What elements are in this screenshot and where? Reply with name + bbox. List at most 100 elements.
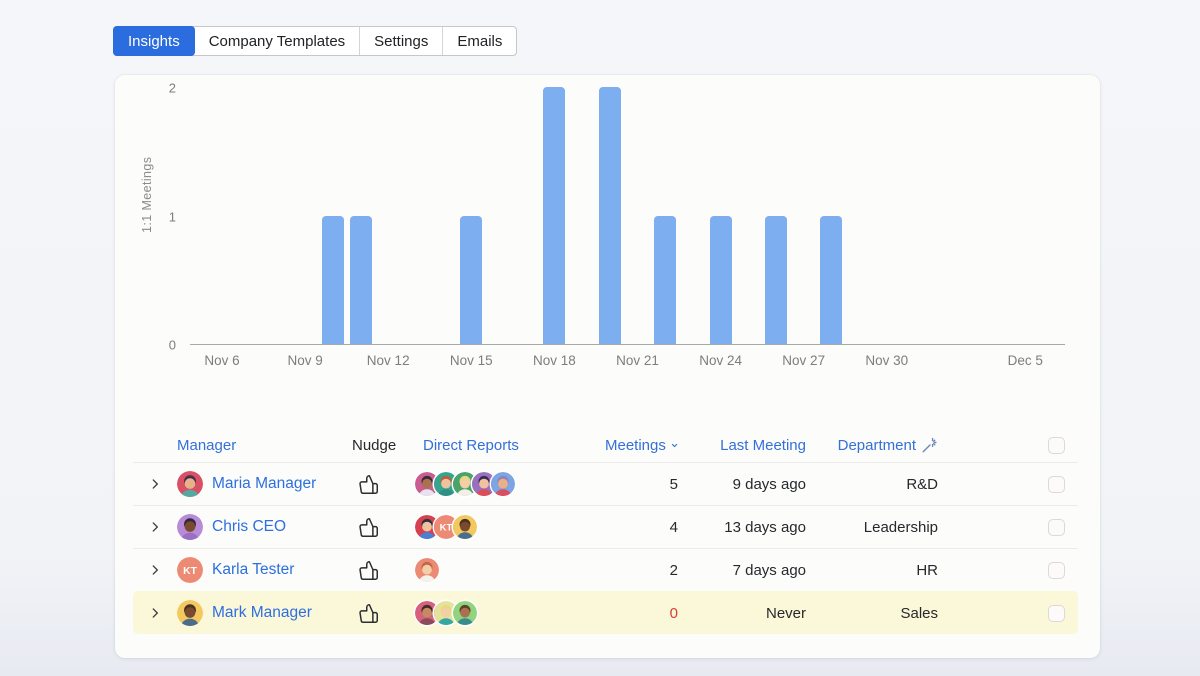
meetings-count: 2: [605, 562, 678, 579]
direct-report-avatar[interactable]: [491, 472, 515, 496]
chevron-right-icon: [148, 477, 162, 491]
table-row-mark-manager: Mark Manager 0NeverSales: [133, 591, 1078, 634]
tab-company-templates[interactable]: Company Templates: [195, 27, 359, 55]
expand-row-button[interactable]: [133, 506, 177, 548]
chart-y-tick: 0: [169, 338, 176, 353]
magic-wand-sparkle-icon: [921, 437, 938, 454]
nudge-button[interactable]: [352, 474, 410, 495]
chart-x-tick: Nov 24: [699, 353, 742, 368]
last-meeting-value: Never: [678, 605, 806, 622]
manager-cell: Chris CEO: [177, 514, 352, 540]
table-body: Maria Manager59 days agoR&DChris CEOKT41…: [133, 462, 1078, 634]
chart-bar-nov-15: [460, 216, 482, 345]
manager-avatar-wrap: [177, 514, 203, 540]
tab-settings[interactable]: Settings: [359, 27, 442, 55]
table-row-maria-manager: Maria Manager 59 days agoR&D: [133, 462, 1078, 505]
chart-x-tick: Dec 5: [1008, 353, 1043, 368]
chart-bar-nov-24: [710, 216, 732, 345]
manager-avatar-wrap: [177, 600, 203, 626]
department-value: Sales: [806, 605, 938, 622]
last-meeting-value: 7 days ago: [678, 562, 806, 579]
chart-x-tick: Nov 9: [287, 353, 322, 368]
chart-bar-nov-11: [350, 216, 372, 345]
chevron-right-icon: [148, 606, 162, 620]
nudge-button[interactable]: [352, 517, 410, 538]
direct-report-avatar[interactable]: [453, 515, 477, 539]
column-header-direct-reports[interactable]: Direct Reports: [410, 437, 605, 454]
chart-x-tick: Nov 6: [204, 353, 239, 368]
meetings-count: 4: [605, 519, 678, 536]
chart-y-axis-label: 1:1 Meetings: [140, 157, 154, 233]
chart-bar-nov-22: [654, 216, 676, 345]
row-select-checkbox[interactable]: [1048, 476, 1065, 493]
manager-avatar-wrap: KT: [177, 557, 203, 583]
chart-x-tick: Nov 12: [367, 353, 410, 368]
column-header-department[interactable]: Department: [806, 437, 938, 454]
manager-cell: KT Karla Tester: [177, 557, 352, 583]
manager-name-link[interactable]: Karla Tester: [212, 561, 294, 579]
direct-reports-avatars: [410, 601, 605, 625]
nudge-hand-icon: [358, 474, 379, 495]
manager-name-link[interactable]: Maria Manager: [212, 475, 316, 493]
row-select-checkbox[interactable]: [1048, 605, 1065, 622]
meetings-count: 5: [605, 476, 678, 493]
expand-row-button[interactable]: [133, 592, 177, 634]
tab-insights[interactable]: Insights: [113, 26, 195, 56]
column-header-meetings-label: Meetings: [605, 437, 666, 454]
direct-report-avatar[interactable]: [453, 601, 477, 625]
chart-x-tick: Nov 27: [782, 353, 825, 368]
row-select-checkbox[interactable]: [1048, 562, 1065, 579]
meetings-count: 0: [605, 605, 678, 622]
manager-avatar-wrap: [177, 471, 203, 497]
direct-reports-avatars: KT: [410, 515, 605, 539]
manager-avatar: KT: [177, 557, 203, 583]
manager-name-link[interactable]: Mark Manager: [212, 604, 312, 622]
table-row-karla-tester: KT Karla Tester 27 days agoHR: [133, 548, 1078, 591]
sort-chevron-down-icon: [671, 440, 678, 451]
direct-reports-avatars: [410, 472, 605, 496]
chart-x-tick: Nov 21: [616, 353, 659, 368]
department-value: Leadership: [806, 519, 938, 536]
column-header-meetings[interactable]: Meetings: [605, 437, 678, 454]
svg-text:KT: KT: [183, 566, 197, 577]
direct-report-avatar-image: [453, 515, 477, 539]
last-meeting-value: 9 days ago: [678, 476, 806, 493]
nudge-button[interactable]: [352, 560, 410, 581]
direct-report-avatar-image: [453, 601, 477, 625]
column-header-manager[interactable]: Manager: [177, 437, 352, 454]
column-header-last-meeting[interactable]: Last Meeting: [678, 437, 806, 454]
chart-x-tick: Nov 30: [865, 353, 908, 368]
table-header-row: Manager Nudge Direct Reports Meetings La…: [133, 428, 1078, 462]
chart-x-tick: Nov 15: [450, 353, 493, 368]
column-header-department-label: Department: [838, 437, 916, 454]
expand-row-button[interactable]: [133, 549, 177, 591]
row-select-checkbox[interactable]: [1048, 519, 1065, 536]
department-value: R&D: [806, 476, 938, 493]
managers-table: Manager Nudge Direct Reports Meetings La…: [133, 428, 1078, 634]
chart-bar-nov-10: [322, 216, 344, 345]
table-row-chris-ceo: Chris CEOKT413 days agoLeadership: [133, 505, 1078, 548]
chevron-right-icon: [148, 520, 162, 534]
chart-bar-nov-18: [543, 87, 565, 344]
insights-panel: 1:1 Meetings 0 1 2 Nov 6 Nov 9 Nov 12 Nov 15 No…: [115, 75, 1100, 658]
column-header-nudge: Nudge: [352, 437, 410, 454]
department-value: HR: [806, 562, 938, 579]
nudge-hand-icon: [358, 603, 379, 624]
nudge-button[interactable]: [352, 603, 410, 624]
manager-avatar: [177, 514, 203, 540]
manager-cell: Mark Manager: [177, 600, 352, 626]
chart-y-tick: 2: [169, 81, 176, 96]
tab-emails[interactable]: Emails: [442, 27, 516, 55]
chart-bar-nov-28: [820, 216, 842, 345]
manager-name-link[interactable]: Chris CEO: [212, 518, 286, 536]
chevron-right-icon: [148, 563, 162, 577]
direct-report-avatar-image: [415, 558, 439, 582]
chart-y-tick: 1: [169, 209, 176, 224]
svg-text:KT: KT: [440, 523, 453, 534]
expand-row-button[interactable]: [133, 463, 177, 505]
manager-cell: Maria Manager: [177, 471, 352, 497]
chart-bar-nov-26: [765, 216, 787, 345]
select-all-checkbox[interactable]: [1048, 437, 1065, 454]
direct-report-avatar[interactable]: [415, 558, 439, 582]
manager-avatar: [177, 471, 203, 497]
